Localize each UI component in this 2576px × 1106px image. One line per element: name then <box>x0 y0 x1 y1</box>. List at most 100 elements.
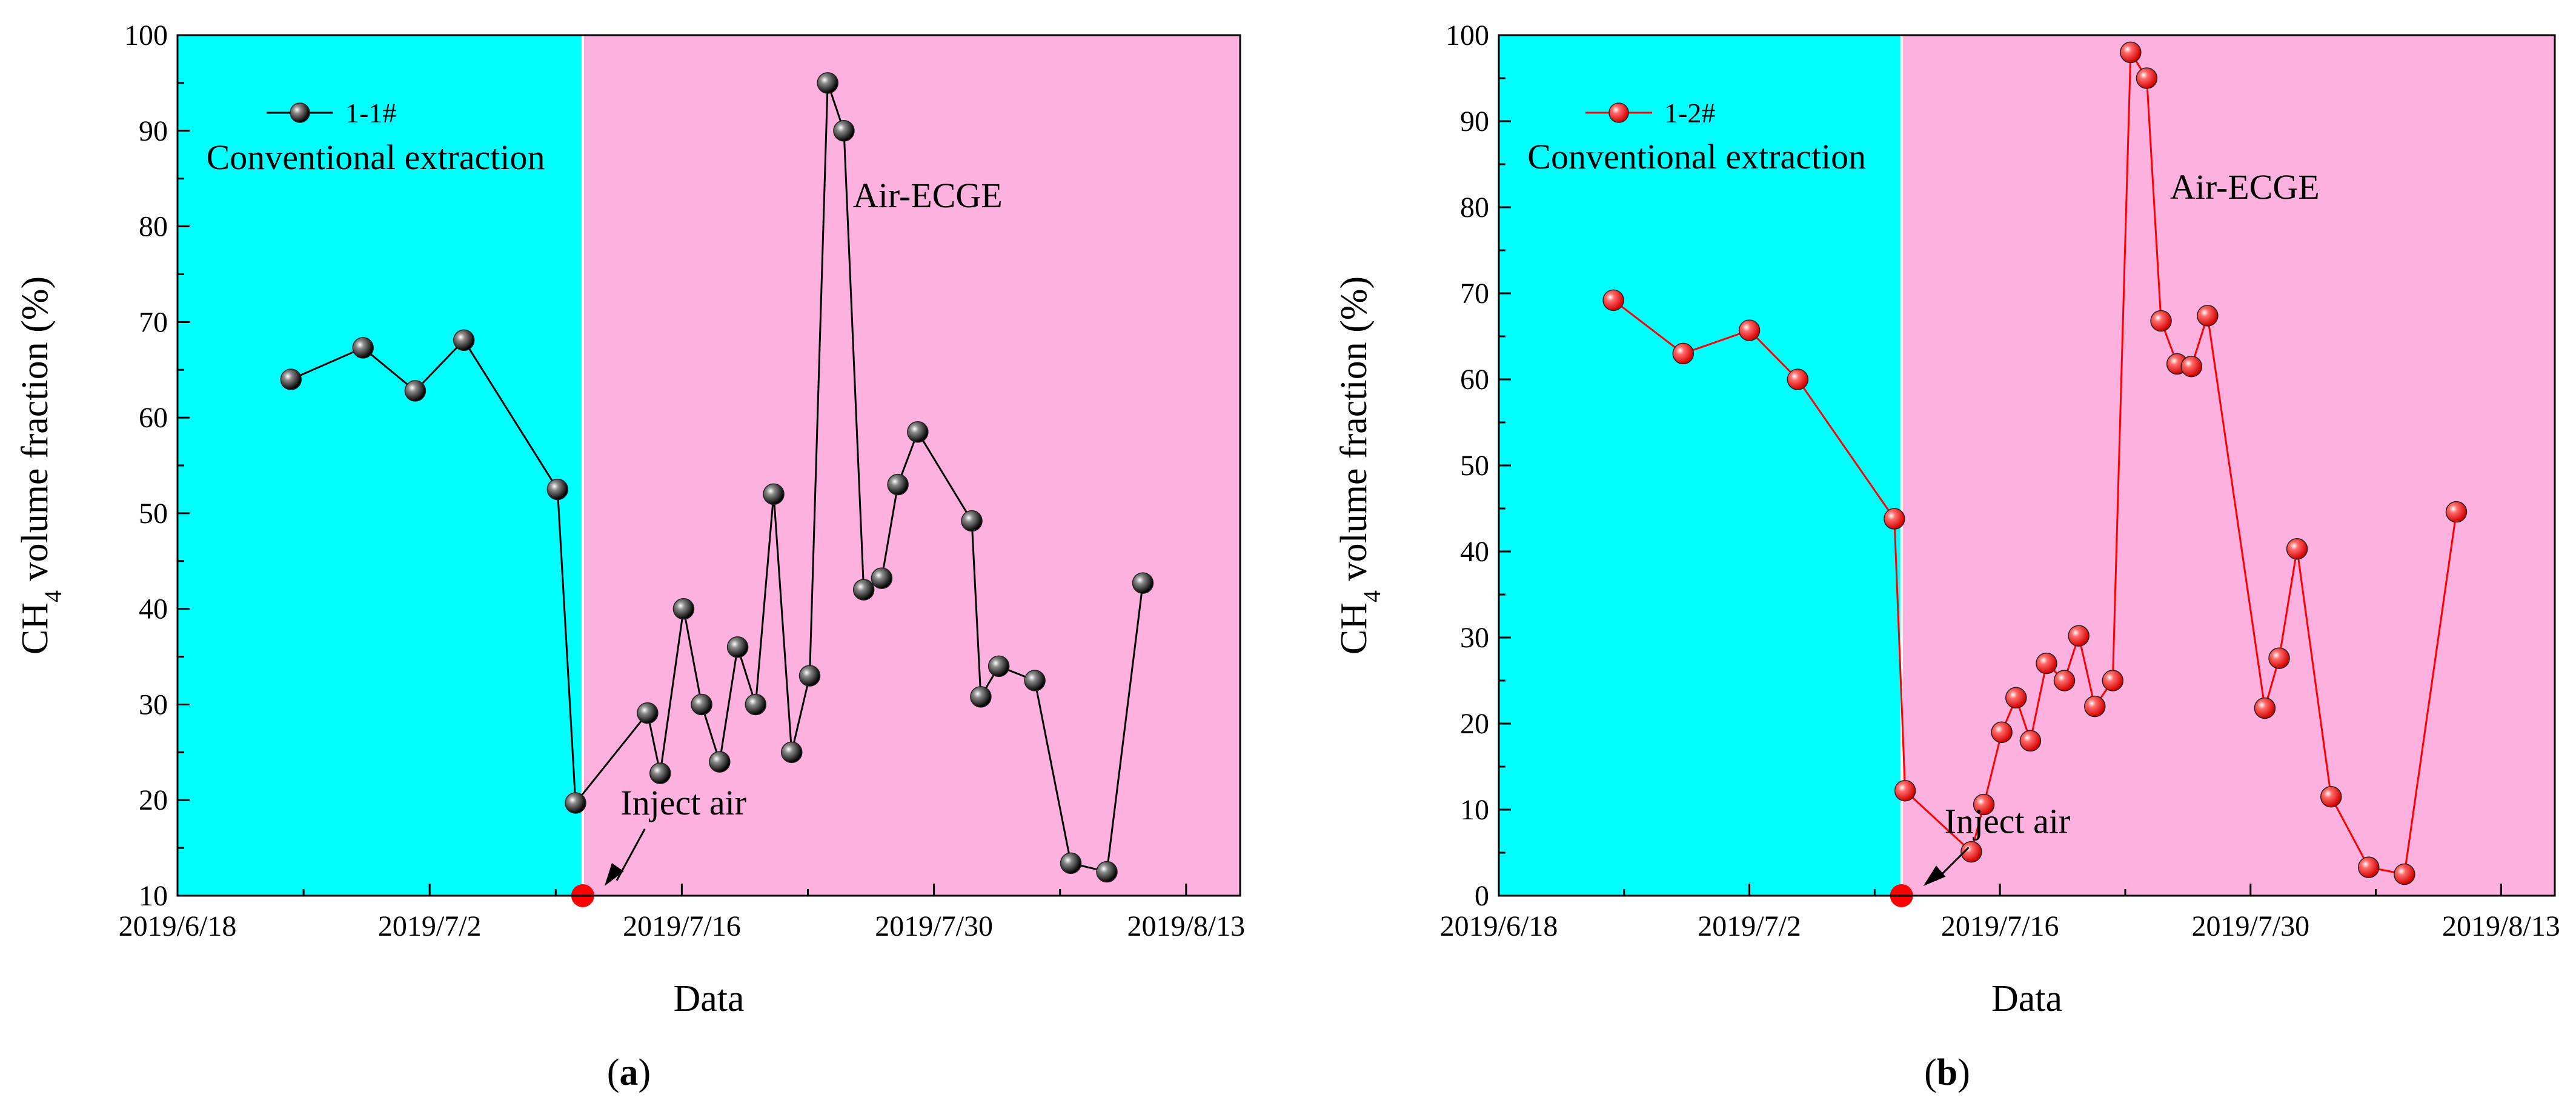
data-point <box>1672 342 1695 365</box>
x-tick-label: 2019/8/13 <box>2442 910 2560 942</box>
data-point <box>1960 841 1982 863</box>
data-point <box>2197 305 2219 327</box>
y-tick-label: 40 <box>139 593 168 625</box>
conventional-extraction-region <box>1499 35 1902 896</box>
air-ecge-region <box>582 35 1240 896</box>
data-point <box>852 579 875 601</box>
data-point <box>2084 695 2106 718</box>
data-point <box>781 741 803 764</box>
data-point <box>649 762 671 784</box>
x-tick-label: 2019/7/16 <box>623 910 741 942</box>
y-tick-label: 70 <box>139 306 168 338</box>
y-tick-label: 10 <box>1460 794 1489 826</box>
data-point <box>565 792 586 814</box>
data-point <box>352 337 374 359</box>
data-point <box>2180 355 2203 378</box>
data-point <box>871 567 893 589</box>
conventional-extraction-label: Conventional extraction <box>1527 137 1866 176</box>
y-axis-title-subscript: 4 <box>1358 590 1386 602</box>
data-point <box>833 120 855 142</box>
data-point <box>2036 652 2057 675</box>
legend: 1-2# <box>1585 98 1715 128</box>
x-tick-label: 2019/8/13 <box>1127 910 1245 942</box>
data-point <box>2150 310 2172 332</box>
y-axis: 0 10 20 30 40 50 60 70 80 90 100 <box>1446 19 1511 912</box>
data-point <box>2136 67 2158 89</box>
y-tick-label: 80 <box>139 211 168 243</box>
data-point <box>1787 368 1809 390</box>
inject-air-annotation: Inject air <box>1890 801 2070 907</box>
data-point <box>546 478 569 501</box>
data-point <box>2068 625 2090 647</box>
x-tick-label: 2019/7/2 <box>378 910 482 942</box>
panel-letter: a <box>620 1052 639 1093</box>
y-tick-label: 100 <box>124 19 168 52</box>
y-tick-label: 60 <box>139 402 168 434</box>
y-axis-title-main: CH <box>15 602 56 655</box>
y-tick-label: 50 <box>139 498 168 530</box>
x-axis-title: Data <box>1991 978 2062 1019</box>
y-tick-label: 30 <box>139 688 168 721</box>
y-axis-title-subscript: 4 <box>39 590 67 602</box>
panel-b-chart: Inject air Conventional extraction Air-E… <box>1333 19 2560 1093</box>
x-tick-label: 2019/6/18 <box>1440 910 1558 942</box>
data-point <box>726 636 749 658</box>
data-point <box>1132 572 1154 594</box>
data-point <box>637 702 659 724</box>
y-tick-label: 90 <box>139 115 168 147</box>
legend: 1-1# <box>267 98 396 128</box>
y-axis: 10 20 30 40 50 60 70 80 90 100 <box>124 19 190 912</box>
data-point <box>280 368 302 390</box>
data-point <box>1973 793 1995 816</box>
panel-label: (b) <box>1924 1052 1970 1093</box>
data-point <box>2005 687 2027 709</box>
data-point <box>817 72 838 94</box>
data-point <box>1738 319 1761 341</box>
data-point <box>2019 730 2042 752</box>
data-point <box>763 483 785 505</box>
inject-air-label: Inject air <box>620 783 746 822</box>
data-point <box>745 693 767 716</box>
data-point <box>2102 670 2124 691</box>
conventional-extraction-region <box>178 35 583 896</box>
air-ecge-region <box>1901 35 2555 896</box>
data-point <box>404 380 427 402</box>
data-point <box>970 686 992 708</box>
y-tick-label: 60 <box>1460 364 1489 396</box>
panel-letter: b <box>1937 1052 1957 1093</box>
data-point <box>2268 647 2290 669</box>
legend-label: 1-1# <box>345 98 396 128</box>
x-tick-label: 2019/7/30 <box>875 910 993 942</box>
data-point <box>2120 41 2142 64</box>
inject-air-arrowhead <box>1923 865 1946 886</box>
y-axis-title: CH4 volume fraction (%) <box>1333 276 1386 655</box>
x-tick-label: 2019/7/2 <box>1698 910 1801 942</box>
legend-label: 1-2# <box>1664 98 1715 128</box>
data-point <box>988 655 1010 678</box>
y-tick-label: 30 <box>1460 622 1489 654</box>
data-point <box>691 693 712 716</box>
x-tick-label: 2019/6/18 <box>119 910 237 942</box>
y-axis-title-rest: volume fraction (%) <box>1333 276 1375 590</box>
data-point <box>798 665 821 687</box>
panel-label: (a) <box>607 1052 651 1093</box>
series-1-2 <box>1602 41 2468 885</box>
air-ecge-label: Air-ECGE <box>2170 167 2320 207</box>
data-point <box>2254 697 2276 719</box>
data-point <box>672 598 695 620</box>
x-axis-title: Data <box>673 978 744 1019</box>
data-point <box>453 329 475 351</box>
conventional-extraction-label: Conventional extraction <box>207 138 545 177</box>
y-tick-label: 80 <box>1460 192 1489 224</box>
y-tick-label: 20 <box>1460 708 1489 740</box>
y-axis-title: CH4 volume fraction (%) <box>15 276 67 655</box>
data-point <box>1894 780 1916 802</box>
y-axis-title-main: CH <box>1333 602 1375 655</box>
y-tick-label: 50 <box>1460 450 1489 482</box>
data-point <box>709 751 731 773</box>
y-axis-title-rest: volume fraction (%) <box>15 276 56 590</box>
air-ecge-label: Air-ECGE <box>853 176 1003 215</box>
y-tick-label: 0 <box>1475 880 1489 912</box>
data-point <box>1602 289 1624 311</box>
y-tick-label: 40 <box>1460 536 1489 568</box>
